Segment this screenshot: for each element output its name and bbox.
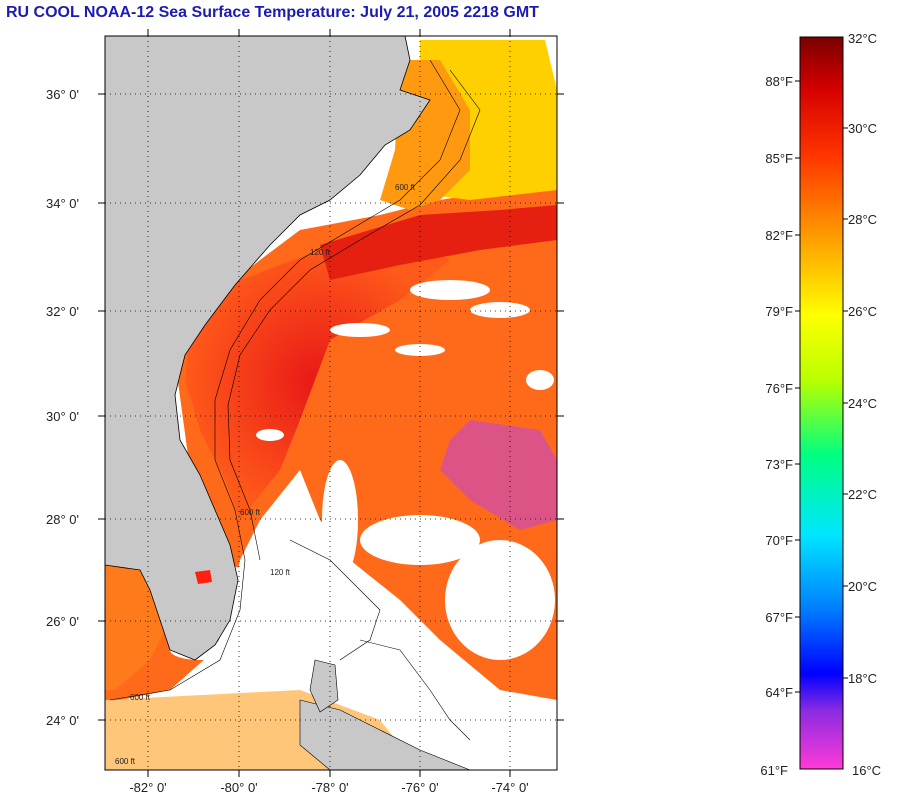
us-east-coast-land: [105, 36, 431, 661]
svg-text:600 ft: 600 ft: [240, 508, 261, 517]
celsius-label: 26°C: [848, 304, 877, 319]
celsius-label: 32°C: [848, 31, 877, 46]
fahrenheit-label: 85°F: [765, 151, 793, 166]
lon-label: -80° 0': [220, 780, 257, 795]
lon-label: -82° 0': [129, 780, 166, 795]
colorbar-celsius-labels: 32°C 30°C 28°C 26°C 24°C 22°C 20°C 18°C …: [848, 31, 881, 778]
bahamas-islands: [309, 659, 339, 713]
lat-label: 30° 0': [46, 409, 79, 424]
celsius-label: 16°C: [852, 763, 881, 778]
svg-text:600 ft: 600 ft: [115, 757, 136, 766]
fahrenheit-label: 73°F: [765, 457, 793, 472]
celsius-label: 22°C: [848, 487, 877, 502]
fahrenheit-label: 76°F: [765, 381, 793, 396]
colorbar-fahrenheit-labels: 88°F 85°F 82°F 79°F 76°F 73°F 70°F 67°F …: [760, 74, 793, 778]
contour-labels: 600 ft 120 ft 600 ft 120 ft 600 ft 600 f…: [115, 183, 416, 766]
fahrenheit-label: 67°F: [765, 610, 793, 625]
celsius-label: 28°C: [848, 212, 877, 227]
celsius-label: 30°C: [848, 121, 877, 136]
bathymetry-contours: [109, 59, 481, 741]
colorbar-ticks: [795, 80, 848, 693]
lon-label: -78° 0': [311, 780, 348, 795]
latitude-labels: 36° 0' 34° 0' 32° 0' 30° 0' 28° 0' 26° 0…: [46, 87, 79, 728]
cloud-patches: [170, 280, 555, 660]
fahrenheit-label: 70°F: [765, 533, 793, 548]
svg-text:600 ft: 600 ft: [130, 693, 151, 702]
lon-label: -74° 0': [491, 780, 528, 795]
svg-text:120 ft: 120 ft: [270, 568, 291, 577]
axis-ticks: [98, 29, 564, 777]
fahrenheit-label: 79°F: [765, 304, 793, 319]
temperature-colorbar: 32°C 30°C 28°C 26°C 24°C 22°C 20°C 18°C …: [760, 31, 881, 778]
cuba-land: [299, 699, 471, 770]
svg-text:600 ft: 600 ft: [395, 183, 416, 192]
lat-label: 28° 0': [46, 512, 79, 527]
fahrenheit-label: 64°F: [765, 685, 793, 700]
ocean-sst-warm-core: [185, 245, 450, 520]
lon-label: -76° 0': [401, 780, 438, 795]
ocean-sst-gulfstream: [320, 205, 557, 280]
celsius-label: 24°C: [848, 396, 877, 411]
map-frame: [104, 35, 558, 771]
lat-label: 32° 0': [46, 304, 79, 319]
longitude-labels: -82° 0' -80° 0' -78° 0' -76° 0' -74° 0': [129, 780, 528, 795]
celsius-label: 18°C: [848, 671, 877, 686]
lat-label: 36° 0': [46, 87, 79, 102]
ocean-sst-east-patches: [440, 420, 557, 530]
fahrenheit-label: 82°F: [765, 228, 793, 243]
page-title: RU COOL NOAA-12 Sea Surface Temperature:…: [6, 4, 539, 21]
lat-label: 34° 0': [46, 196, 79, 211]
fahrenheit-label: 88°F: [765, 74, 793, 89]
florida-lake-okeechobee: [195, 570, 212, 584]
celsius-label: 20°C: [848, 579, 877, 594]
graticule: [105, 36, 557, 770]
lat-label: 24° 0': [46, 713, 79, 728]
svg-text:120 ft: 120 ft: [310, 248, 331, 257]
map-panel: 600 ft 120 ft 600 ft 120 ft 600 ft 600 f…: [105, 36, 557, 770]
colorbar-gradient: [799, 36, 844, 770]
fahrenheit-label: 61°F: [760, 763, 788, 778]
lat-label: 26° 0': [46, 614, 79, 629]
